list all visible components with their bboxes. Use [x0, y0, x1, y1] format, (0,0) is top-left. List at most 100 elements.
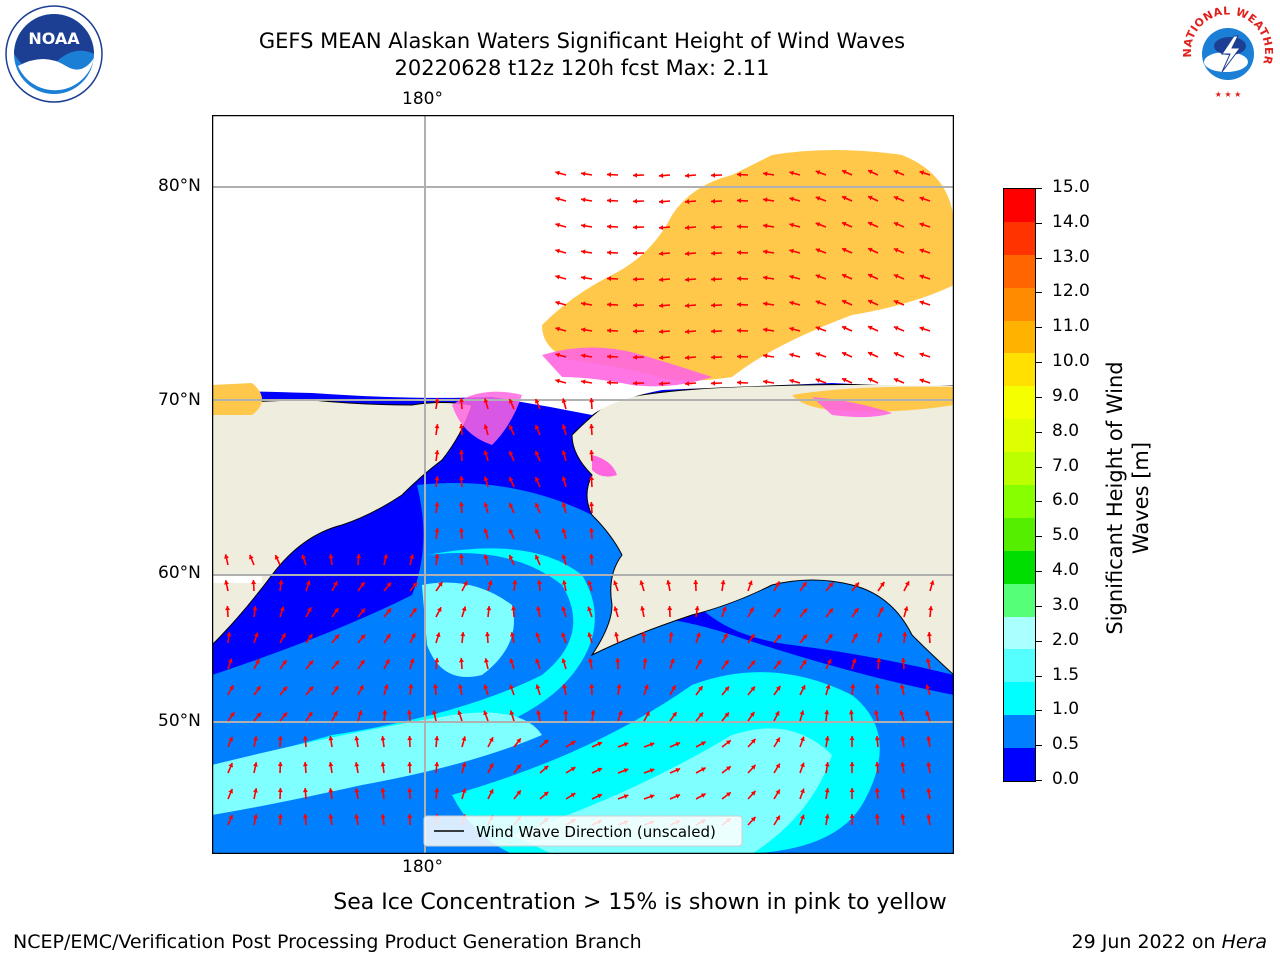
- wind-arrow-head: [697, 659, 702, 665]
- wind-arrow-head: [874, 684, 880, 689]
- wind-arrow-head: [607, 328, 612, 334]
- wind-arrow-head: [801, 660, 807, 665]
- wind-arrow-head: [534, 424, 540, 430]
- wind-arrow-head: [633, 276, 638, 282]
- wind-arrow-head: [282, 686, 287, 692]
- wind-arrow-head: [489, 789, 494, 794]
- wind-arrow-head: [671, 685, 676, 691]
- wind-arrow-head: [775, 763, 780, 769]
- wind-arrow-head: [570, 793, 576, 798]
- wind-arrow-head: [815, 196, 821, 201]
- wind-arrow-head: [516, 738, 521, 744]
- wind-arrow-head: [589, 684, 595, 689]
- wind-arrow-head: [434, 554, 440, 559]
- wind-arrow-head: [561, 424, 567, 429]
- wind-arrow-head: [434, 736, 440, 741]
- wind-arrow-head: [824, 814, 830, 819]
- wind-arrow-head: [508, 399, 514, 404]
- wind-arrow-head: [459, 528, 464, 533]
- wind-arrow-head: [720, 580, 726, 585]
- sea-ice-yellow: [542, 150, 954, 381]
- wind-arrow-head: [926, 788, 932, 793]
- wind-arrow-head: [925, 684, 931, 690]
- wind-arrow-head: [737, 302, 742, 308]
- ocean-lightcyan-west: [212, 712, 542, 815]
- wind-arrow-head: [380, 762, 386, 767]
- wind-arrow-head: [434, 762, 440, 767]
- wind-arrow-head: [224, 580, 229, 585]
- wind-arrow-head: [737, 380, 742, 386]
- wind-arrow-head: [698, 712, 703, 718]
- wind-arrow-head: [534, 502, 540, 508]
- wind-arrow-head: [434, 502, 440, 507]
- wind-arrow-head: [590, 710, 596, 715]
- wind-arrow-head: [483, 424, 489, 429]
- wind-arrow-head: [555, 300, 560, 306]
- colorbar-tick-mark: [1035, 188, 1042, 189]
- wind-arrow-head: [902, 632, 908, 637]
- wind-arrow-head: [570, 767, 576, 772]
- wind-arrow-head: [282, 660, 287, 665]
- wind-arrow-head: [919, 352, 925, 358]
- wind-arrow-head: [711, 354, 716, 360]
- wind-arrow-head: [561, 554, 567, 559]
- wind-arrow-head: [659, 355, 664, 361]
- colorbar-tick-label: 5.0: [1052, 525, 1080, 546]
- wind-arrow-head: [763, 197, 768, 203]
- wind-arrow-head: [516, 790, 521, 796]
- lat-label-50: 50°N: [158, 711, 201, 731]
- wind-arrow-head: [815, 274, 821, 279]
- wind-arrow-head: [409, 554, 415, 559]
- wind-arrow-head: [308, 660, 313, 666]
- wind-arrow-head: [589, 528, 595, 533]
- wind-arrow-head: [432, 710, 437, 715]
- colorbar-tick-mark: [1035, 675, 1042, 677]
- wind-arrow-head: [508, 451, 514, 456]
- wind-arrow-head: [649, 768, 655, 773]
- wind-arrow-head: [256, 712, 261, 718]
- wind-arrow-head: [229, 685, 234, 690]
- wind-arrow-head: [644, 684, 649, 690]
- wind-arrow-head: [893, 300, 899, 305]
- wind-arrow-head: [607, 198, 612, 204]
- wind-arrow-head: [815, 222, 821, 227]
- wind-arrow-head: [458, 684, 463, 689]
- colorbar-segment: [1004, 517, 1035, 551]
- wind-arrow-head: [926, 814, 932, 819]
- wind-arrow-head: [800, 788, 805, 794]
- wind-arrow-head: [302, 762, 308, 767]
- wind-arrow-head: [581, 327, 586, 333]
- wind-arrow-head: [534, 476, 540, 482]
- wind-arrow-head: [789, 274, 794, 280]
- colorbar-segment: [1004, 649, 1035, 683]
- wind-arrow-head: [597, 741, 602, 747]
- colorbar-tick-mark: [1035, 466, 1042, 468]
- wind-arrow-head: [852, 633, 858, 638]
- wind-arrow-head: [696, 632, 701, 638]
- wind-arrow-head: [711, 276, 716, 282]
- wind-arrow-head: [278, 580, 284, 585]
- wind-arrow-head: [459, 424, 464, 429]
- wind-arrow-head: [256, 686, 261, 691]
- wind-arrow-head: [750, 686, 755, 692]
- wind-arrow-head: [457, 710, 463, 716]
- wind-arrow-head: [228, 736, 233, 742]
- wind-arrow-head: [848, 710, 854, 715]
- wind-arrow-head: [253, 762, 258, 767]
- wind-arrow-head: [815, 300, 821, 305]
- colorbar-segment: [1004, 715, 1035, 749]
- colorbar-tick-label: 9.0: [1052, 385, 1080, 406]
- wind-arrow-head: [359, 685, 364, 690]
- colorbar-segment: [1004, 386, 1035, 420]
- lat-label-60: 60°N: [158, 563, 201, 583]
- wind-arrow-head: [842, 247, 847, 253]
- wind-arrow-head: [925, 710, 930, 716]
- wind-arrow-head: [597, 793, 602, 799]
- wind-arrow-head: [893, 352, 899, 357]
- wind-arrow-head: [360, 582, 365, 587]
- lon-label-top: 180°: [402, 89, 443, 109]
- colorbar-segment: [1004, 682, 1035, 716]
- wind-arrow-head: [775, 737, 780, 743]
- wind-arrow-head: [685, 251, 690, 257]
- wind-arrow-head: [252, 606, 258, 611]
